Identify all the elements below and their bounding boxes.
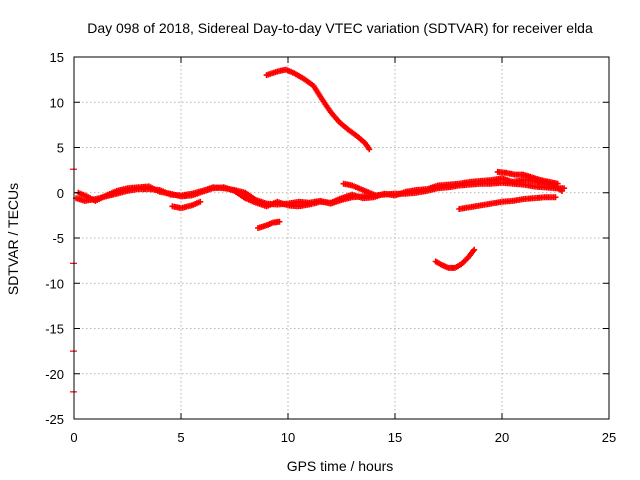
- x-tick-label: 0: [70, 430, 77, 445]
- series-lower-tail-20h: [456, 194, 559, 212]
- data-points: [70, 66, 568, 393]
- series-high-arc: [263, 66, 373, 153]
- y-tick-label: -25: [45, 412, 64, 427]
- data-point: [276, 218, 283, 225]
- y-tick-label: -15: [45, 322, 64, 337]
- x-tick-label: 25: [602, 430, 616, 445]
- y-tick-label: 10: [50, 95, 64, 110]
- y-tick-label: -10: [45, 276, 64, 291]
- y-tick-label: 0: [57, 186, 64, 201]
- y-tick-label: -5: [52, 231, 64, 246]
- data-point: [554, 180, 561, 187]
- y-tick-label: 5: [57, 141, 64, 156]
- grid: [74, 57, 609, 419]
- y-axis-label: SDTVAR / TECUs: [5, 183, 21, 295]
- data-point: [558, 187, 565, 194]
- x-tick-label: 15: [388, 430, 402, 445]
- series-upper-20h: [494, 168, 561, 187]
- y-tick-label: 15: [50, 50, 64, 65]
- data-point: [552, 194, 559, 201]
- data-point: [471, 246, 478, 253]
- x-tick-label: 10: [281, 430, 295, 445]
- tick-labels: 0 5 10 15 20 25 -25 -20 -15 -10 -5 0 5 10 15: [45, 50, 616, 445]
- y-tick-label: -20: [45, 367, 64, 382]
- x-tick-label: 20: [495, 430, 509, 445]
- x-tick-label: 5: [177, 430, 184, 445]
- series-dip-9h: [255, 218, 283, 231]
- axes: [73, 56, 610, 420]
- x-axis-label: GPS time / hours: [287, 458, 394, 474]
- data-point: [370, 191, 377, 198]
- series-low-hook-18h: [432, 246, 478, 271]
- series-hump-13h: [340, 180, 377, 198]
- data-point: [197, 198, 204, 205]
- data-point: [366, 146, 373, 153]
- chart-title: Day 098 of 2018, Sidereal Day-to-day VTE…: [87, 20, 593, 36]
- series-lower-dip-5h: [169, 198, 204, 212]
